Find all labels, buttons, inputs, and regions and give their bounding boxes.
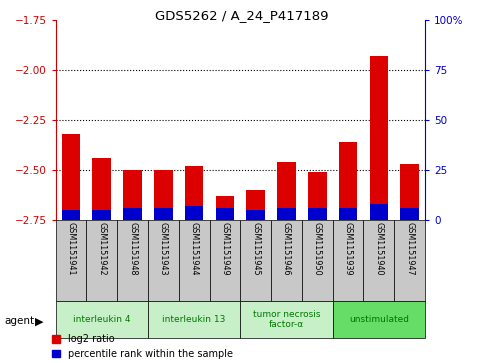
Bar — [154, 170, 172, 220]
Bar — [302, 220, 333, 301]
Bar — [92, 210, 111, 220]
Text: GDS5262 / A_24_P417189: GDS5262 / A_24_P417189 — [155, 9, 328, 22]
Legend: log2 ratio, percentile rank within the sample: log2 ratio, percentile rank within the s… — [48, 330, 237, 363]
Bar — [210, 220, 240, 301]
Text: GSM1151942: GSM1151942 — [97, 222, 106, 276]
Bar — [369, 56, 388, 220]
Bar — [215, 208, 234, 220]
Text: GSM1151945: GSM1151945 — [251, 222, 260, 276]
Text: GSM1151944: GSM1151944 — [190, 222, 199, 276]
Bar — [364, 220, 394, 301]
Bar — [56, 301, 148, 338]
Text: GSM1151948: GSM1151948 — [128, 222, 137, 276]
Text: agent: agent — [5, 316, 35, 326]
Bar — [369, 204, 388, 220]
Bar — [271, 220, 302, 301]
Bar — [117, 220, 148, 301]
Text: GSM1151946: GSM1151946 — [282, 222, 291, 276]
Bar — [277, 162, 296, 220]
Bar — [246, 210, 265, 220]
Text: GSM1151947: GSM1151947 — [405, 222, 414, 276]
Text: GSM1151949: GSM1151949 — [220, 222, 229, 276]
Bar — [308, 172, 327, 220]
Text: unstimulated: unstimulated — [349, 315, 409, 324]
Bar — [277, 208, 296, 220]
Bar — [123, 170, 142, 220]
Bar — [308, 208, 327, 220]
Bar — [339, 208, 357, 220]
Bar — [400, 164, 419, 220]
Text: GSM1151950: GSM1151950 — [313, 222, 322, 276]
Bar — [240, 220, 271, 301]
Bar — [148, 301, 241, 338]
Text: interleukin 4: interleukin 4 — [73, 315, 130, 324]
Text: GSM1151939: GSM1151939 — [343, 222, 353, 276]
Text: GSM1151941: GSM1151941 — [67, 222, 75, 276]
Text: interleukin 13: interleukin 13 — [162, 315, 226, 324]
Bar — [148, 220, 179, 301]
Bar — [123, 208, 142, 220]
Bar — [179, 220, 210, 301]
Bar — [86, 220, 117, 301]
Text: tumor necrosis
factor-α: tumor necrosis factor-α — [253, 310, 320, 329]
Bar — [62, 210, 80, 220]
Bar — [333, 220, 364, 301]
Bar — [339, 142, 357, 220]
Text: ▶: ▶ — [35, 316, 43, 326]
Bar — [92, 158, 111, 220]
Bar — [62, 134, 80, 220]
Bar — [394, 220, 425, 301]
Bar — [246, 190, 265, 220]
Bar — [185, 166, 203, 220]
Text: GSM1151943: GSM1151943 — [159, 222, 168, 276]
Text: GSM1151940: GSM1151940 — [374, 222, 384, 276]
Bar — [215, 196, 234, 220]
Bar — [154, 208, 172, 220]
Bar — [400, 208, 419, 220]
Bar — [185, 206, 203, 220]
Bar — [240, 301, 333, 338]
Bar — [333, 301, 425, 338]
Bar — [56, 220, 86, 301]
